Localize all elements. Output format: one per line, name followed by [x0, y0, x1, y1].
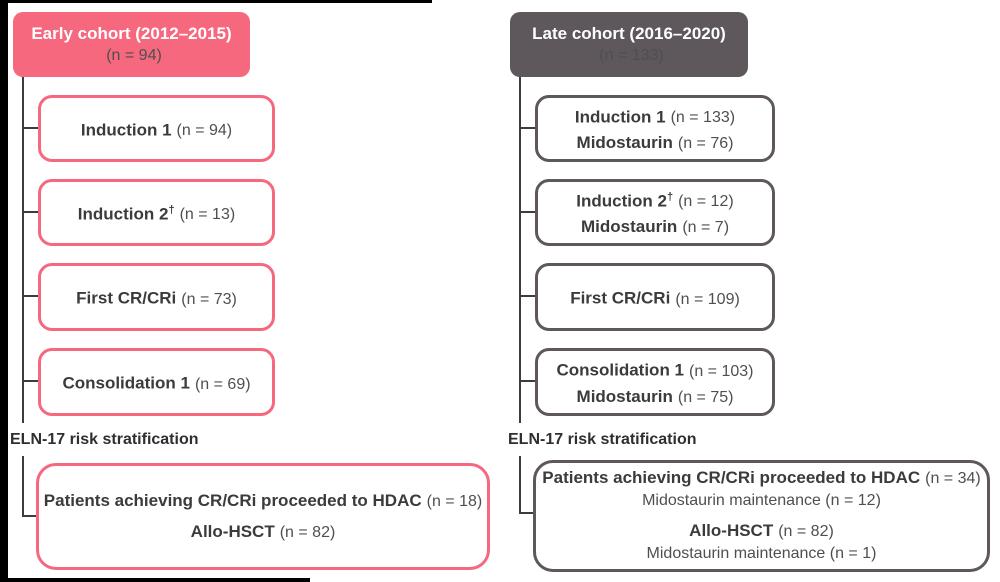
letterbox-top — [0, 0, 432, 3]
late-box-first-cr: First CR/CRi (n = 109) — [535, 263, 775, 331]
stage-line: First CR/CRi (n = 73) — [76, 281, 237, 312]
stage-label: Induction 2 — [576, 191, 667, 211]
early-cohort-title: Early cohort (2012–2015) — [31, 23, 232, 43]
late-box-induction2: Induction 2† (n = 12) Midostaurin (n = 7) — [535, 179, 775, 246]
late-trunk-line — [519, 77, 521, 423]
stage-count-2: (n = 76) — [677, 135, 734, 153]
early-box-induction1: Induction 1 (n = 94) — [38, 95, 275, 162]
early-trunk-line-2 — [22, 456, 24, 517]
stage-label: Induction 2 — [77, 204, 169, 224]
outcome-line-hdac: Patients achieving CR/CRi proceeded to H… — [542, 467, 980, 490]
outcome-count: (n = 82) — [778, 523, 834, 540]
late-stub-2 — [519, 211, 535, 213]
stage-label: Induction 1 — [574, 107, 666, 127]
stage-label-2: Midostaurin — [580, 217, 678, 237]
outcome-label: Allo-HSCT — [190, 521, 275, 541]
late-box-consolidation1: Consolidation 1 (n = 103) Midostaurin (n =… — [535, 348, 775, 416]
late-eln-label: ELN-17 risk stratification — [508, 431, 697, 448]
early-box-induction2: Induction 2† (n = 13) — [38, 179, 275, 246]
late-stub-3 — [519, 295, 535, 297]
stage-label: First CR/CRi — [76, 288, 177, 308]
outcome-count: (n = 34) — [925, 470, 981, 487]
late-cohort-title: Late cohort (2016–2020) — [532, 23, 726, 43]
stage-line: Consolidation 1 (n = 69) — [62, 366, 250, 397]
stage-label-2: Midostaurin — [576, 133, 673, 153]
outcome-count: (n = 18) — [426, 492, 483, 510]
early-eln-label: ELN-17 risk stratification — [10, 431, 199, 448]
stage-label: First CR/CRi — [570, 288, 671, 308]
early-stub-2 — [22, 211, 38, 213]
outcome-line-maintenance-1: Midostaurin maintenance (n = 12) — [642, 492, 881, 509]
late-stub-1 — [519, 127, 535, 129]
stage-count-2: (n = 75) — [677, 388, 734, 406]
stage-label: Consolidation 1 — [556, 360, 685, 380]
late-outcome-box: Patients achieving CR/CRi proceeded to H… — [533, 460, 990, 572]
early-stub-1 — [22, 127, 38, 129]
stage-line-2: Midostaurin (n = 76) — [577, 130, 734, 156]
late-cohort-header: Late cohort (2016–2020) (n = 133) — [510, 12, 748, 77]
stage-line: Induction 1 (n = 133) — [575, 101, 735, 130]
stage-line: Induction 1 (n = 94) — [81, 113, 232, 144]
stage-count-2: (n = 7) — [682, 219, 730, 237]
dagger-sup: † — [168, 203, 175, 216]
stage-count: (n = 13) — [179, 206, 236, 224]
late-stub-outcome — [519, 512, 533, 514]
stage-line-2: Midostaurin (n = 7) — [581, 214, 729, 240]
stage-line: Induction 2† (n = 12) — [576, 185, 733, 214]
outcome-line-hsct: Allo-HSCT (n = 82) — [191, 521, 336, 544]
outcome-line-hdac: Patients achieving CR/CRi proceeded to H… — [44, 490, 482, 513]
stage-count: (n = 73) — [181, 290, 237, 308]
stage-line: Induction 2† (n = 13) — [78, 197, 235, 228]
early-cohort-count: (n = 94) — [106, 46, 162, 64]
outcome-label: Allo-HSCT — [689, 521, 774, 540]
early-stub-outcome — [22, 515, 38, 517]
outcome-count: (n = 82) — [279, 523, 336, 541]
early-box-first-cr: First CR/CRi (n = 73) — [38, 263, 275, 331]
stage-count: (n = 94) — [176, 122, 233, 140]
stage-line: First CR/CRi (n = 109) — [570, 281, 740, 312]
stage-count: (n = 69) — [194, 375, 251, 393]
stage-label: Consolidation 1 — [62, 373, 190, 393]
stage-count: (n = 12) — [678, 193, 734, 211]
outcome-label: Patients achieving CR/CRi proceeded to H… — [542, 468, 921, 487]
early-stub-3 — [22, 295, 38, 297]
early-stub-4 — [22, 380, 38, 382]
early-box-consolidation1: Consolidation 1 (n = 69) — [38, 348, 275, 416]
stage-label: Induction 1 — [80, 120, 172, 140]
early-cohort-header: Early cohort (2012–2015) (n = 94) — [13, 12, 250, 77]
stage-line: Consolidation 1 (n = 103) — [557, 354, 754, 383]
outcome-line-maintenance-2: Midostaurin maintenance (n = 1) — [646, 545, 877, 562]
outcome-label: Patients achieving CR/CRi proceeded to H… — [43, 490, 422, 510]
stage-count: (n = 103) — [689, 362, 754, 380]
letterbox-bottom — [0, 578, 310, 582]
stage-count: (n = 109) — [675, 290, 740, 308]
early-outcome-box: Patients achieving CR/CRi proceeded to H… — [36, 463, 490, 570]
stage-line-2: Midostaurin (n = 75) — [577, 384, 734, 410]
late-box-induction1: Induction 1 (n = 133) Midostaurin (n = 76) — [535, 95, 775, 162]
outcome-line-hsct: Allo-HSCT (n = 82) — [689, 520, 834, 543]
dagger-sup: † — [666, 190, 674, 203]
stage-count: (n = 133) — [670, 109, 736, 127]
early-trunk-line — [22, 77, 24, 423]
late-cohort-count: (n = 133) — [599, 46, 664, 64]
letterbox-left — [0, 0, 8, 582]
late-trunk-line-2 — [519, 456, 521, 514]
stage-label-2: Midostaurin — [576, 386, 673, 406]
late-stub-4 — [519, 380, 535, 382]
